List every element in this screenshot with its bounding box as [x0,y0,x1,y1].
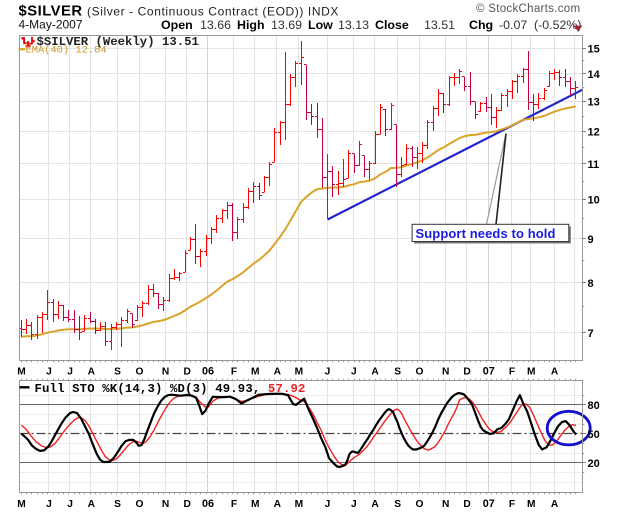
svg-text:N: N [442,366,449,377]
svg-text:A: A [88,366,96,377]
svg-text:-0.07: -0.07 [499,18,527,32]
svg-text:(Silver - Continuous Contract: (Silver - Continuous Contract (EOD)) IND… [87,5,339,19]
svg-text:J: J [46,499,52,510]
svg-text:N: N [442,499,449,510]
svg-text:Close: Close [375,18,409,32]
svg-text:Full STO %K(14,3) %D(3) 49.93,: Full STO %K(14,3) %D(3) 49.93, 57.92 [35,382,306,396]
svg-text:F: F [509,366,515,377]
svg-text:07: 07 [483,365,495,377]
svg-text:N: N [162,499,169,510]
svg-text:4-May-2007: 4-May-2007 [19,18,83,32]
svg-text:O: O [416,499,424,510]
svg-text:7: 7 [588,328,594,340]
svg-text:M: M [295,499,304,510]
svg-text:F: F [231,499,237,510]
svg-text:J: J [351,499,357,510]
svg-text:S: S [114,366,121,377]
svg-text:D: D [463,499,470,510]
svg-text:8: 8 [588,278,594,290]
svg-text:M: M [17,499,26,510]
svg-text:A: A [551,366,559,377]
svg-text:S: S [114,499,121,510]
svg-text:S: S [394,499,401,510]
svg-text:06: 06 [202,365,214,377]
svg-text:13.51: 13.51 [424,18,455,32]
svg-text:13.69: 13.69 [271,18,302,32]
svg-text:$SILVER (Weekly) 13.51: $SILVER (Weekly) 13.51 [37,35,199,49]
svg-text:M: M [527,366,536,377]
svg-text:J: J [325,366,331,377]
svg-text:A: A [88,499,96,510]
svg-text:F: F [231,366,237,377]
svg-text:Chg: Chg [469,18,493,32]
svg-text:15: 15 [588,43,600,55]
svg-text:O: O [136,366,144,377]
svg-text:High: High [237,18,265,32]
svg-text:14: 14 [588,69,601,81]
svg-text:F: F [509,499,515,510]
svg-text:EMA(40) 12.84: EMA(40) 12.84 [26,45,107,57]
svg-text:13.66: 13.66 [200,18,231,32]
svg-text:50: 50 [588,429,600,441]
svg-text:06: 06 [202,498,214,510]
svg-text:Low: Low [308,18,333,32]
svg-text:O: O [136,499,144,510]
svg-text:M: M [527,499,536,510]
svg-text:D: D [184,366,191,377]
svg-text:J: J [67,366,73,377]
svg-text:A: A [551,499,559,510]
svg-text:N: N [162,366,169,377]
svg-text:A: A [274,499,282,510]
svg-text:J: J [325,499,331,510]
svg-text:80: 80 [588,400,600,412]
svg-text:J: J [351,366,357,377]
svg-text:(-0.52%): (-0.52%) [534,18,582,32]
svg-text:D: D [184,499,191,510]
svg-text:13.13: 13.13 [338,18,369,32]
svg-text:M: M [251,499,260,510]
svg-text:A: A [274,366,282,377]
svg-text:J: J [46,366,52,377]
svg-text:Support needs to hold: Support needs to hold [416,226,556,241]
svg-text:M: M [295,366,304,377]
svg-text:M: M [251,366,260,377]
svg-text:07: 07 [483,498,495,510]
svg-text:O: O [416,366,424,377]
svg-text:$SILVER: $SILVER [19,4,83,20]
svg-text:9: 9 [588,234,594,246]
svg-text:13: 13 [588,97,600,109]
svg-text:11: 11 [588,159,600,171]
svg-text:Open: Open [161,18,193,32]
svg-text:M: M [17,366,26,377]
svg-text:A: A [371,499,379,510]
svg-text:© StockCharts.com: © StockCharts.com [476,3,580,15]
svg-text:J: J [67,499,73,510]
svg-text:10: 10 [588,195,600,207]
svg-text:20: 20 [588,458,600,470]
svg-text:12: 12 [588,127,600,139]
svg-text:D: D [463,366,470,377]
svg-text:S: S [394,366,401,377]
svg-text:A: A [371,366,379,377]
